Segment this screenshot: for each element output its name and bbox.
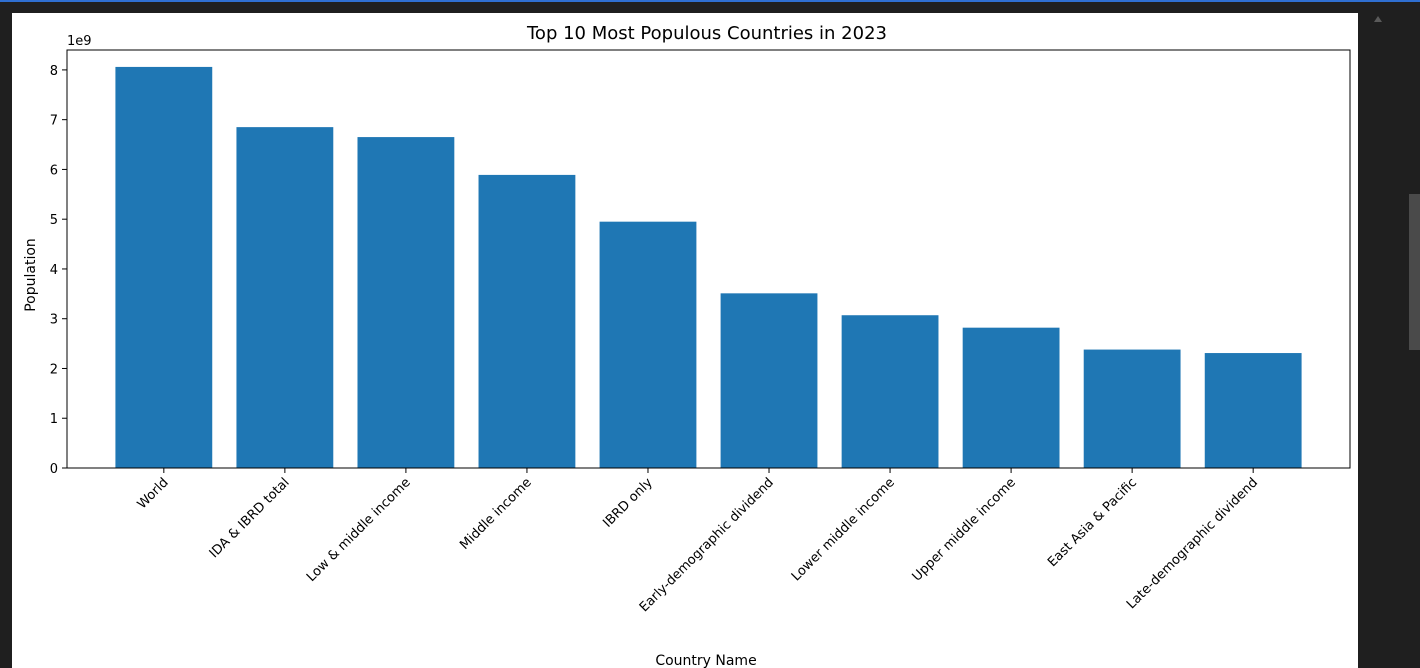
- chart-panel: Top 10 Most Populous Countries in 2023 1…: [12, 13, 1358, 668]
- bar-3: [478, 174, 576, 468]
- plot-frame: [66, 49, 1351, 469]
- x-tick-label: IBRD only: [600, 475, 656, 531]
- scrollbar-thumb[interactable]: [1409, 194, 1420, 350]
- window-top-bar: [0, 2, 1420, 12]
- bar-7: [962, 327, 1060, 468]
- x-tick-label: IDA & IBRD total: [207, 475, 293, 561]
- y-tick-label: 5: [50, 213, 58, 228]
- x-tick-label: Low & middle income: [304, 475, 414, 585]
- bars-group: [115, 66, 1302, 468]
- chart-title: Top 10 Most Populous Countries in 2023: [526, 23, 887, 44]
- bar-0: [115, 66, 213, 468]
- x-tick-label: East Asia & Pacific: [1045, 475, 1140, 570]
- y-axis-offset-label: 1e9: [67, 34, 92, 49]
- x-ticks-group: World IDA & IBRD total Low & middle income…: [135, 468, 1261, 615]
- y-tick-label: 3: [50, 313, 58, 328]
- window-top-accent: [0, 0, 1420, 2]
- x-tick-label: World: [135, 475, 172, 512]
- x-tick-label: Late-demographic dividend: [1124, 475, 1261, 612]
- x-axis-label: Country Name: [655, 653, 756, 668]
- bar-8: [1083, 349, 1181, 468]
- y-tick-label: 6: [50, 163, 58, 178]
- y-tick-label: 7: [50, 114, 58, 129]
- y-ticks-group: 0 1 2 3 4 5 6 7 8: [50, 64, 67, 477]
- y-tick-label: 0: [50, 462, 58, 477]
- bar-6: [841, 315, 939, 468]
- y-axis-label: Population: [23, 238, 39, 312]
- bar-1: [236, 127, 334, 468]
- bar-9: [1204, 353, 1302, 468]
- x-tick-label: Middle income: [457, 475, 535, 553]
- y-tick-label: 4: [50, 263, 58, 278]
- y-tick-label: 8: [50, 64, 58, 79]
- x-tick-label: Upper middle income: [910, 475, 1019, 584]
- x-tick-label: Lower middle income: [789, 475, 898, 584]
- bar-4: [599, 221, 697, 468]
- bar-2: [357, 137, 455, 468]
- scroll-up-arrow-icon[interactable]: [1374, 16, 1382, 22]
- y-tick-label: 1: [50, 412, 58, 427]
- bar-chart: Top 10 Most Populous Countries in 2023 1…: [23, 23, 1351, 668]
- bar-5: [720, 293, 818, 468]
- x-tick-label: Early-demographic dividend: [637, 475, 777, 615]
- y-tick-label: 2: [50, 362, 58, 377]
